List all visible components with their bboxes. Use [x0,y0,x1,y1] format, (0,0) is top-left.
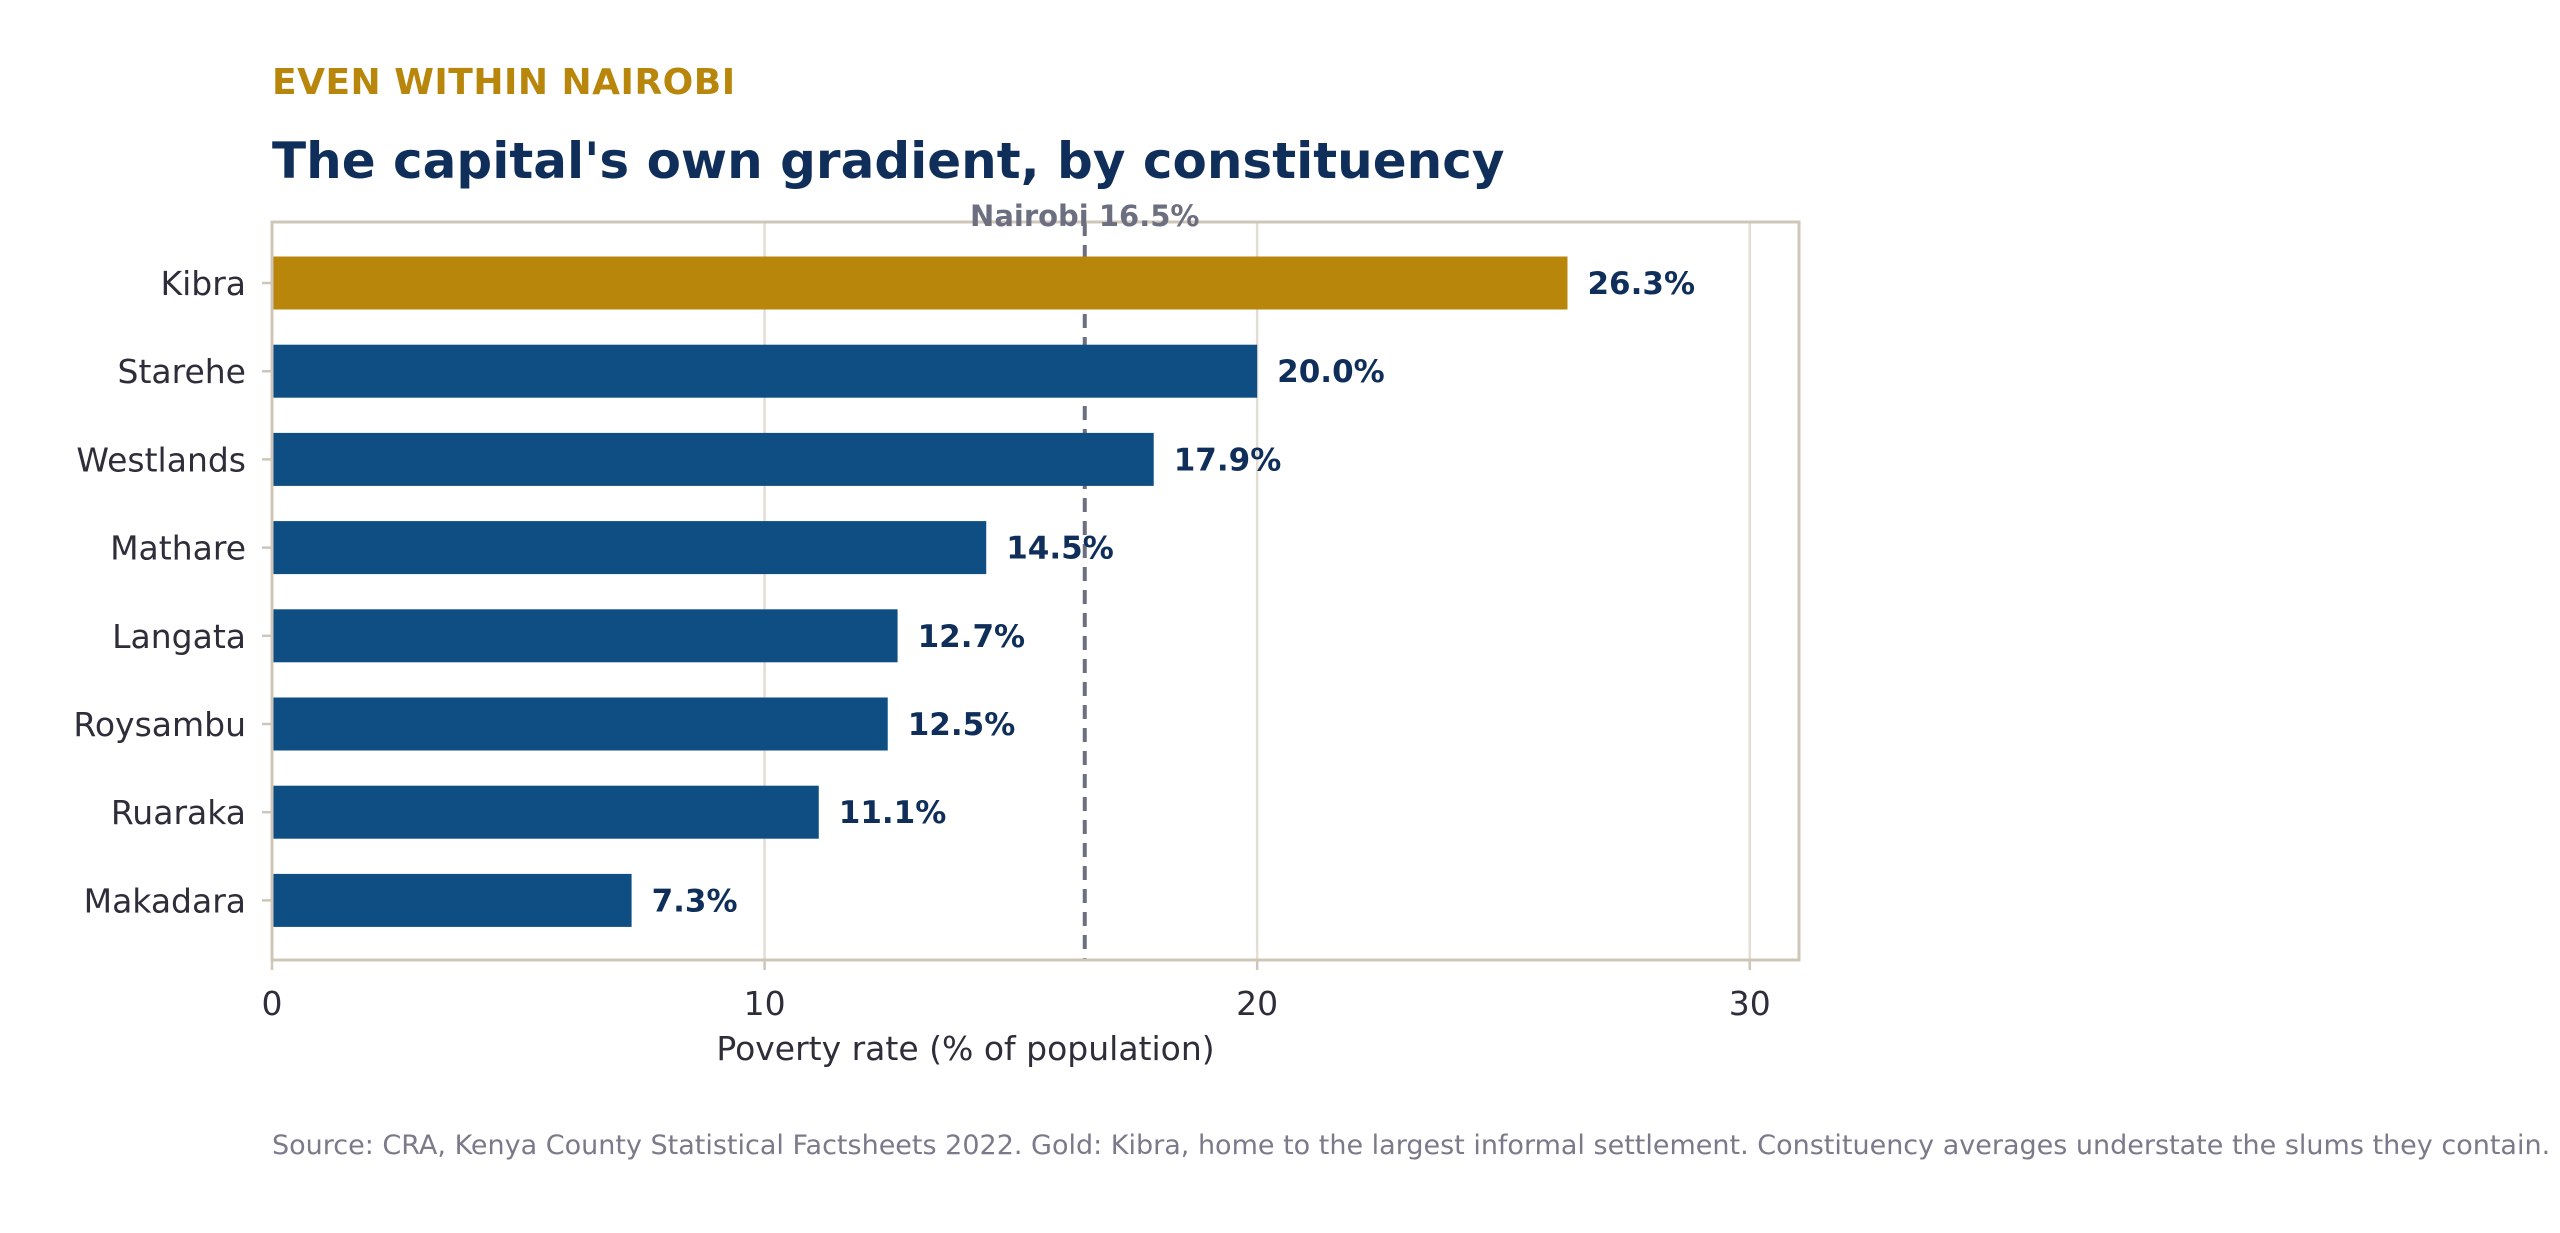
value-label: 17.9% [1174,442,1282,478]
value-label: 14.5% [1006,531,1114,567]
bar [272,609,898,663]
plot-border [270,220,1801,962]
category-label: Starehe [118,352,246,391]
bar [272,785,819,839]
category-label: Westlands [76,440,246,479]
x-tick-label: 20 [1236,984,1278,1023]
plot-frame [262,220,1801,970]
category-label: Makadara [84,881,246,920]
bar [272,432,1154,486]
source-note: Source: CRA, Kenya County Statistical Fa… [272,1130,2551,1161]
bar [272,344,1258,398]
bar [272,873,632,927]
bar [272,697,888,751]
bar [272,521,987,575]
chart-title: The capital's own gradient, by constitue… [272,132,1505,190]
category-label: Mathare [110,529,246,568]
value-label: 26.3% [1587,266,1695,302]
category-label: Ruaraka [111,793,246,832]
x-tick-label: 10 [744,984,786,1023]
value-label: 12.5% [908,707,1016,743]
category-label: Kibra [160,264,246,303]
category-label: Langata [112,617,246,656]
x-tick-label: 0 [262,984,283,1023]
x-tick-label: 30 [1729,984,1771,1023]
reference-line-label: Nairobi 16.5% [970,199,1199,233]
value-label: 12.7% [918,619,1026,655]
bars [272,256,1568,927]
bar [272,256,1568,310]
chart-eyebrow: EVEN WITHIN NAIROBI [272,62,736,103]
labels: 0 10 20 30 Kibra 26.3% Starehe 20.0% Westlands 17… [73,199,1770,1068]
grid-lines [270,222,1751,960]
category-label: Roysambu [73,705,246,744]
value-label: 11.1% [839,795,947,831]
value-label: 7.3% [652,883,738,919]
value-label: 20.0% [1277,354,1385,390]
x-axis-title: Poverty rate (% of population) [716,1029,1214,1068]
